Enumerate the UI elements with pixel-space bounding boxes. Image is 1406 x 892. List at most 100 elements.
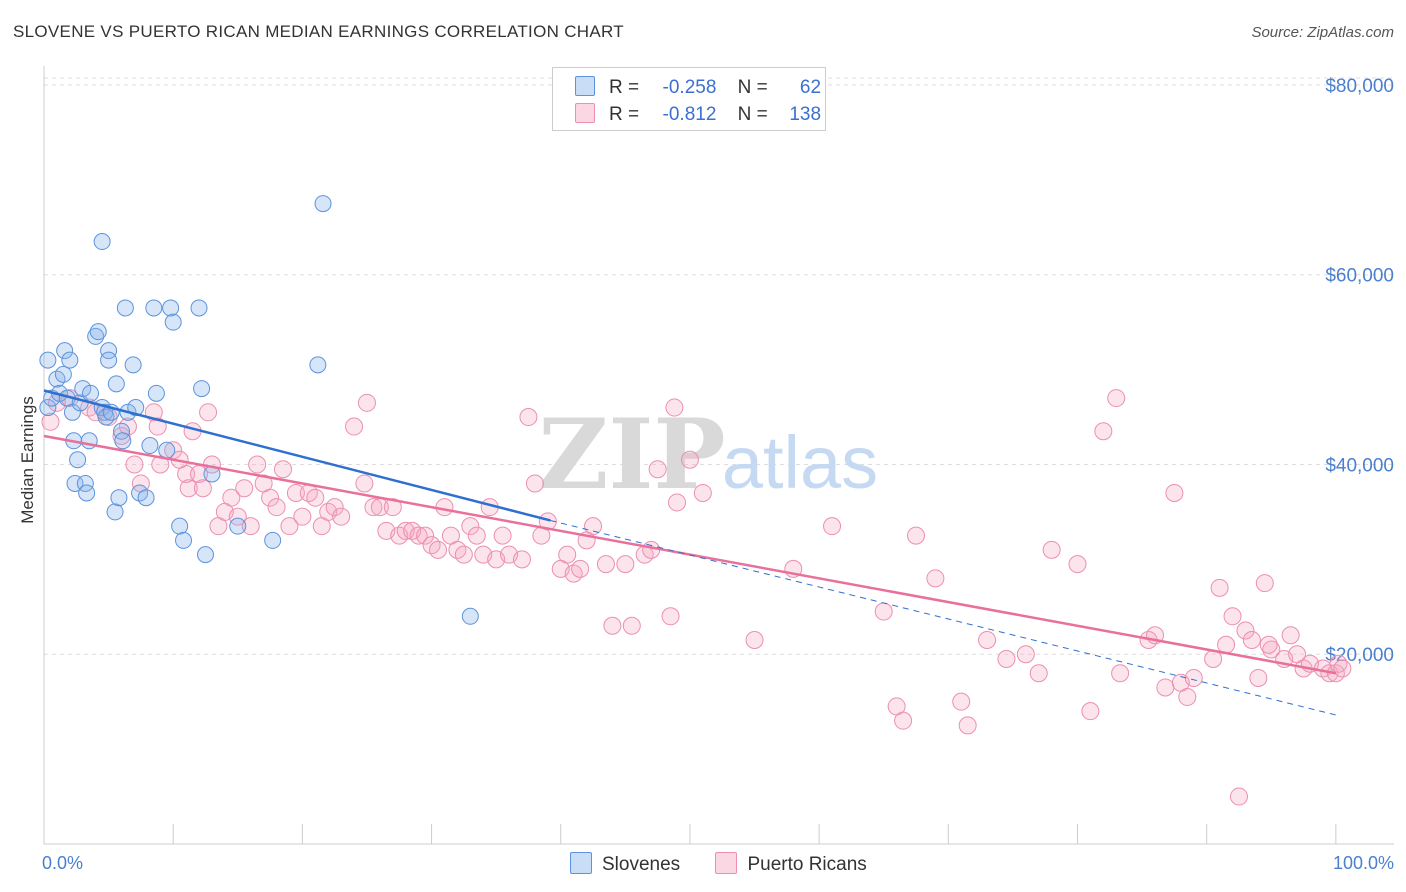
slovene-point [190,299,208,317]
puerto-rican-point [467,526,486,545]
points-layer [39,195,1352,806]
legend-r-value: -0.812 [662,104,717,125]
series-legend: Slovenes Puerto Ricans [570,852,897,876]
slovene-point [314,195,332,213]
puerto-rican-point [1178,687,1197,706]
puerto-rican-point [222,488,241,507]
legend-n-label: N = [737,104,768,125]
puerto-rican-point [1262,640,1281,659]
puerto-rican-point [603,616,622,635]
puerto-rican-point [512,550,531,569]
slovene-point [97,408,115,426]
puerto-rican-point [1156,678,1175,697]
puerto-rican-point [193,479,212,498]
slovene-point [39,351,57,369]
puerto-rican-point [525,474,544,493]
puerto-rican-point [179,479,198,498]
slovene-point [69,451,87,469]
puerto-rican-point [355,474,374,493]
puerto-rican-point [1094,422,1113,441]
puerto-rican-point [1333,659,1352,678]
puerto-rican-point [151,455,170,474]
puerto-rican-point [952,692,971,711]
puerto-rican-point [1255,574,1274,593]
grid-lines [44,77,1394,655]
slovene-point [87,327,105,345]
y-tick-label: $80,000 [1325,76,1394,97]
puerto-rican-point [199,403,218,422]
puerto-rican-point [1111,664,1130,683]
slovene-point [229,517,247,535]
legend-swatch-slovenes [570,852,592,874]
slovene-point [106,503,124,521]
puerto-rican-point [1165,483,1184,502]
slovene-point [147,384,165,402]
y-tick-label: $40,000 [1325,455,1394,476]
slovene-point [114,432,132,450]
puerto-rican-point [519,408,538,427]
slovene-point [89,323,107,341]
y-tick-label: $20,000 [1325,645,1394,666]
puerto-rican-point [1068,555,1087,574]
slovene-point [82,384,100,402]
puerto-rican-point [41,412,60,431]
legend-label-puerto-ricans: Puerto Ricans [747,854,867,875]
puerto-rican-point [665,398,684,417]
puerto-rican-point [1184,668,1203,687]
puerto-rican-point [668,493,687,512]
puerto-rican-point [680,450,699,469]
puerto-rican-point [978,631,997,650]
puerto-rican-point [235,479,254,498]
puerto-rican-point [1249,668,1268,687]
puerto-rican-point [435,498,454,517]
puerto-rican-point [1081,702,1100,721]
puerto-rican-point [1042,540,1061,559]
puerto-rican-point [1210,578,1229,597]
x-tick-label: 0.0% [42,853,83,873]
puerto-rican-point [454,545,473,564]
puerto-rican-point [461,517,480,536]
x-tick-label: 100.0% [1333,853,1394,873]
puerto-rican-point [642,540,661,559]
puerto-rican-point [1229,787,1248,806]
watermark: ZIP atlas [538,398,878,511]
slovene-point [56,342,74,360]
puerto-rican-point [894,711,913,730]
puerto-rican-point [693,483,712,502]
legend-item-puerto-ricans[interactable]: Puerto Ricans [715,852,867,876]
legend-swatch-puerto-ricans [715,852,738,874]
slovene-point [39,399,57,417]
slovene-point [196,546,214,564]
puerto-rican-point [228,507,247,526]
puerto-rican-point [261,488,280,507]
puerto-rican-point [383,498,402,517]
puerto-rican-point [286,483,305,502]
slovene-trend-projection [550,519,1336,716]
slovene-point [100,342,118,360]
legend-row-puerto-ricans: R = -0.812 N = 138 [575,103,821,125]
y-axis-title: Median Earnings [18,396,37,524]
slovene-point [127,399,145,417]
puerto-rican-point [293,507,312,526]
puerto-rican-point [280,517,299,536]
legend-swatch-blue [575,76,595,96]
puerto-rican-point [661,607,680,626]
slovene-point [158,441,176,459]
slovene-point [309,356,327,374]
slovene-point [171,517,189,535]
trend-lines [43,389,1337,716]
puerto-rican-point [267,498,286,517]
slovene-point [93,233,111,251]
puerto-rican-point [997,649,1016,668]
slovene-point [107,375,125,393]
puerto-rican-point [907,526,926,545]
legend-item-slovenes[interactable]: Slovenes [570,852,680,876]
axes [43,66,1394,845]
legend-n-label: N = [737,77,768,98]
puerto-rican-point [1016,645,1035,664]
legend-r-label: R = [609,77,640,98]
puerto-rican-point [493,526,512,545]
slovene-point [164,313,182,331]
puerto-rican-point [648,460,667,479]
